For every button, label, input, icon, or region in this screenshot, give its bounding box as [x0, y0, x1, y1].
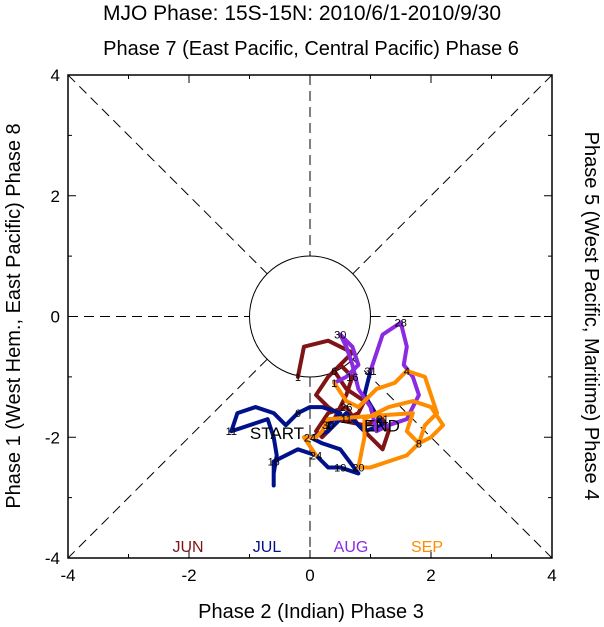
day-label: 28 [395, 318, 407, 330]
y-tick-label: 2 [51, 187, 60, 206]
trajectory-aug [332, 320, 421, 434]
phase-divider-line [67, 358, 268, 559]
day-label: 16 [268, 456, 280, 468]
chart-title: MJO Phase: 15S-15N: 2010/6/1-2010/9/30 [103, 2, 501, 25]
x-tick-label: -2 [181, 566, 196, 585]
left-axis-label: Phase 1 (West Hem., East Pacific) Phase … [3, 123, 25, 508]
day-label: 24 [304, 432, 316, 444]
day-label: 30 [334, 330, 346, 342]
x-tick-label: -4 [60, 566, 75, 585]
day-label: 6 [331, 366, 337, 378]
plot-area: -4 -2 0 2 4420-2-416111621263016111619243112… [45, 66, 557, 585]
day-label: 16 [346, 372, 358, 384]
day-label: 19 [334, 462, 346, 474]
day-label: 1 [367, 366, 373, 378]
end-marker: END [364, 416, 400, 435]
legend-sep: SEP [411, 539, 443, 556]
day-label: 30 [322, 420, 334, 432]
y-tick-label: -2 [45, 428, 60, 447]
right-axis-label: Phase 5 (West Pacific, Maritime) Phase 4 [580, 132, 602, 501]
day-label: 1 [295, 372, 301, 384]
legend-aug: AUG [334, 539, 369, 556]
day-label: 11 [226, 426, 237, 438]
phase-divider-line [352, 74, 553, 275]
trajectory-sep [301, 368, 446, 470]
phase-divider-line [67, 74, 268, 275]
day-label: 4 [404, 366, 410, 378]
day-label: 24 [310, 450, 322, 462]
trajectory-jun [295, 338, 391, 452]
day-label: 21 [376, 414, 388, 426]
day-label: 8 [416, 438, 422, 450]
day-label: 6 [295, 408, 301, 420]
bottom-axis-label: Phase 2 (Indian) Phase 3 [198, 601, 424, 623]
x-tick-label: 4 [547, 566, 556, 585]
x-tick-label: 0 [305, 566, 314, 585]
day-label: 20 [352, 462, 364, 474]
day-label: 11 [341, 414, 352, 426]
day-label: 31 [364, 366, 376, 378]
y-tick-label: -4 [45, 549, 60, 568]
day-label: 1 [325, 420, 331, 432]
legend-jun: JUN [172, 539, 203, 556]
trajectory-jul [229, 368, 385, 488]
day-label: 26 [340, 402, 352, 414]
legend-jul: JUL [253, 539, 282, 556]
x-tick-label: 2 [426, 566, 435, 585]
start-marker: START [250, 424, 304, 443]
y-tick-label: 4 [51, 66, 60, 85]
y-tick-label: 0 [51, 308, 60, 327]
day-label: 1 [331, 378, 337, 390]
top-axis-label: Phase 7 (East Pacific, Central Pacific) … [103, 38, 519, 60]
